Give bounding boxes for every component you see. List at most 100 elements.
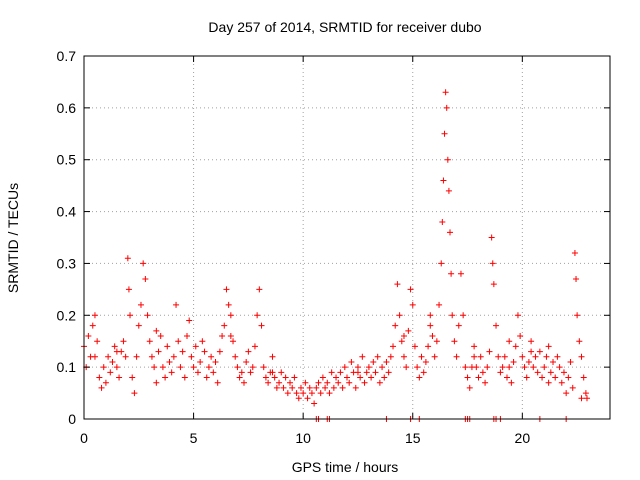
data-point	[348, 358, 355, 365]
data-point	[188, 353, 195, 360]
data-point	[438, 260, 445, 267]
data-point	[120, 338, 127, 345]
data-point	[578, 395, 585, 402]
data-point	[240, 379, 247, 386]
data-point	[510, 358, 517, 365]
data-point	[473, 364, 480, 371]
data-point	[284, 390, 291, 397]
data-point	[125, 286, 132, 293]
data-points	[81, 89, 590, 422]
data-point	[116, 374, 123, 381]
data-point	[153, 379, 160, 386]
x-tick-label: 15	[405, 430, 421, 446]
data-point	[582, 390, 589, 397]
data-point	[146, 338, 153, 345]
data-point	[484, 364, 491, 371]
data-point	[311, 400, 318, 407]
data-point	[398, 338, 405, 345]
data-point	[249, 364, 256, 371]
data-point	[159, 364, 166, 371]
data-point	[471, 343, 478, 350]
data-point	[186, 317, 193, 324]
data-point	[354, 364, 361, 371]
data-point	[400, 353, 407, 360]
data-point	[164, 343, 171, 350]
data-point	[287, 379, 294, 386]
data-point	[175, 338, 182, 345]
data-point	[365, 364, 372, 371]
data-point	[199, 338, 206, 345]
data-point	[170, 353, 177, 360]
data-point	[313, 384, 320, 391]
data-point	[372, 369, 379, 376]
data-point	[392, 322, 399, 329]
data-point	[462, 364, 469, 371]
data-point	[508, 379, 515, 386]
data-point	[477, 353, 484, 360]
data-point	[403, 364, 410, 371]
data-point	[396, 312, 403, 319]
data-point	[91, 312, 98, 319]
data-point	[558, 379, 565, 386]
data-point	[192, 343, 199, 350]
data-point	[227, 333, 234, 340]
data-point	[383, 358, 390, 365]
data-point	[457, 270, 464, 277]
data-point	[539, 374, 546, 381]
data-point	[230, 338, 237, 345]
data-point	[554, 353, 561, 360]
data-point	[238, 369, 245, 376]
data-point	[414, 364, 421, 371]
data-point	[405, 327, 412, 334]
plot-frame	[83, 55, 611, 420]
data-point	[144, 312, 151, 319]
data-point	[245, 348, 252, 355]
data-point	[436, 301, 443, 308]
data-point	[168, 369, 175, 376]
data-point	[135, 322, 142, 329]
data-point	[333, 374, 340, 381]
data-point	[580, 374, 587, 381]
data-point	[528, 338, 535, 345]
data-point	[442, 89, 449, 96]
data-point	[295, 395, 302, 402]
data-point	[521, 364, 528, 371]
data-point	[550, 358, 557, 365]
data-point	[352, 384, 359, 391]
data-point	[519, 353, 526, 360]
data-point	[418, 353, 425, 360]
data-point	[201, 348, 208, 355]
data-point	[460, 312, 467, 319]
data-point	[433, 338, 440, 345]
data-point	[407, 286, 414, 293]
data-point	[113, 364, 120, 371]
data-point	[445, 187, 452, 194]
data-point	[443, 104, 450, 111]
data-point	[440, 177, 447, 184]
data-point	[262, 374, 269, 381]
x-tick-label: 10	[295, 430, 311, 446]
data-point	[573, 275, 580, 282]
data-point	[541, 364, 548, 371]
data-point	[113, 348, 120, 355]
x-tick-label: 0	[80, 430, 88, 446]
y-tick-label: 0.2	[57, 307, 77, 323]
data-point	[105, 353, 112, 360]
data-point	[210, 369, 217, 376]
data-point	[190, 364, 197, 371]
data-point	[212, 358, 219, 365]
data-point	[464, 374, 471, 381]
data-point	[319, 374, 326, 381]
data-point	[100, 364, 107, 371]
data-point	[361, 379, 368, 386]
data-point	[236, 374, 243, 381]
data-point	[304, 395, 311, 402]
data-point	[411, 343, 418, 350]
data-point	[425, 343, 432, 350]
data-point	[495, 353, 502, 360]
chart-title: Day 257 of 2014, SRMTID for receiver dub…	[208, 19, 481, 35]
data-point	[359, 353, 366, 360]
data-point	[482, 379, 489, 386]
data-point	[534, 369, 541, 376]
